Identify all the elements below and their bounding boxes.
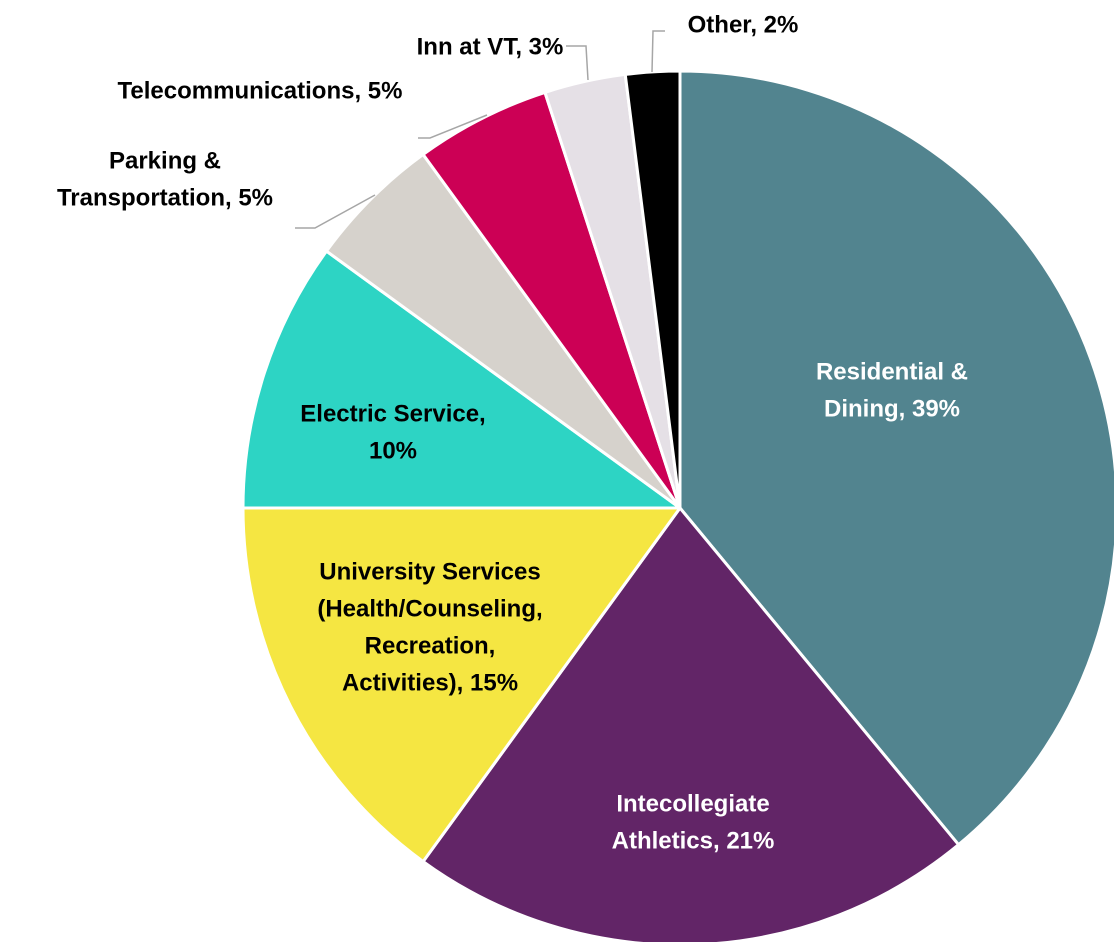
data-label: Parking & [109, 147, 221, 174]
labels: Residential & Dining, 39% Intecollegiate At… [57, 11, 968, 854]
leader-lines [295, 30, 665, 229]
pie-slice [678, 69, 1114, 847]
data-label: Transportation, 5% [57, 184, 273, 211]
data-label: Activities), 15% [342, 669, 518, 696]
leader-line [295, 194, 376, 229]
leader-line [418, 114, 488, 139]
data-label: 10% [369, 437, 417, 464]
data-label: Residential & [816, 358, 968, 385]
slices [241, 69, 1114, 942]
leader-line [566, 45, 589, 81]
data-label: (Health/Counseling, [317, 595, 542, 622]
data-label: Other, 2% [688, 11, 799, 38]
data-label: Inn at VT, 3% [417, 33, 564, 60]
pie-slice [241, 506, 682, 864]
data-label: Electric Service, [300, 400, 485, 427]
data-label: Telecommunications, 5% [118, 77, 403, 104]
data-label: Athletics, 21% [612, 827, 775, 854]
leader-line [651, 30, 665, 73]
data-label: University Services [319, 558, 540, 585]
data-label: Recreation, [365, 632, 496, 659]
data-label: Intecollegiate [616, 790, 769, 817]
data-label: Dining, 39% [824, 395, 960, 422]
pie-slice [241, 249, 682, 510]
pie-slice [421, 506, 961, 942]
